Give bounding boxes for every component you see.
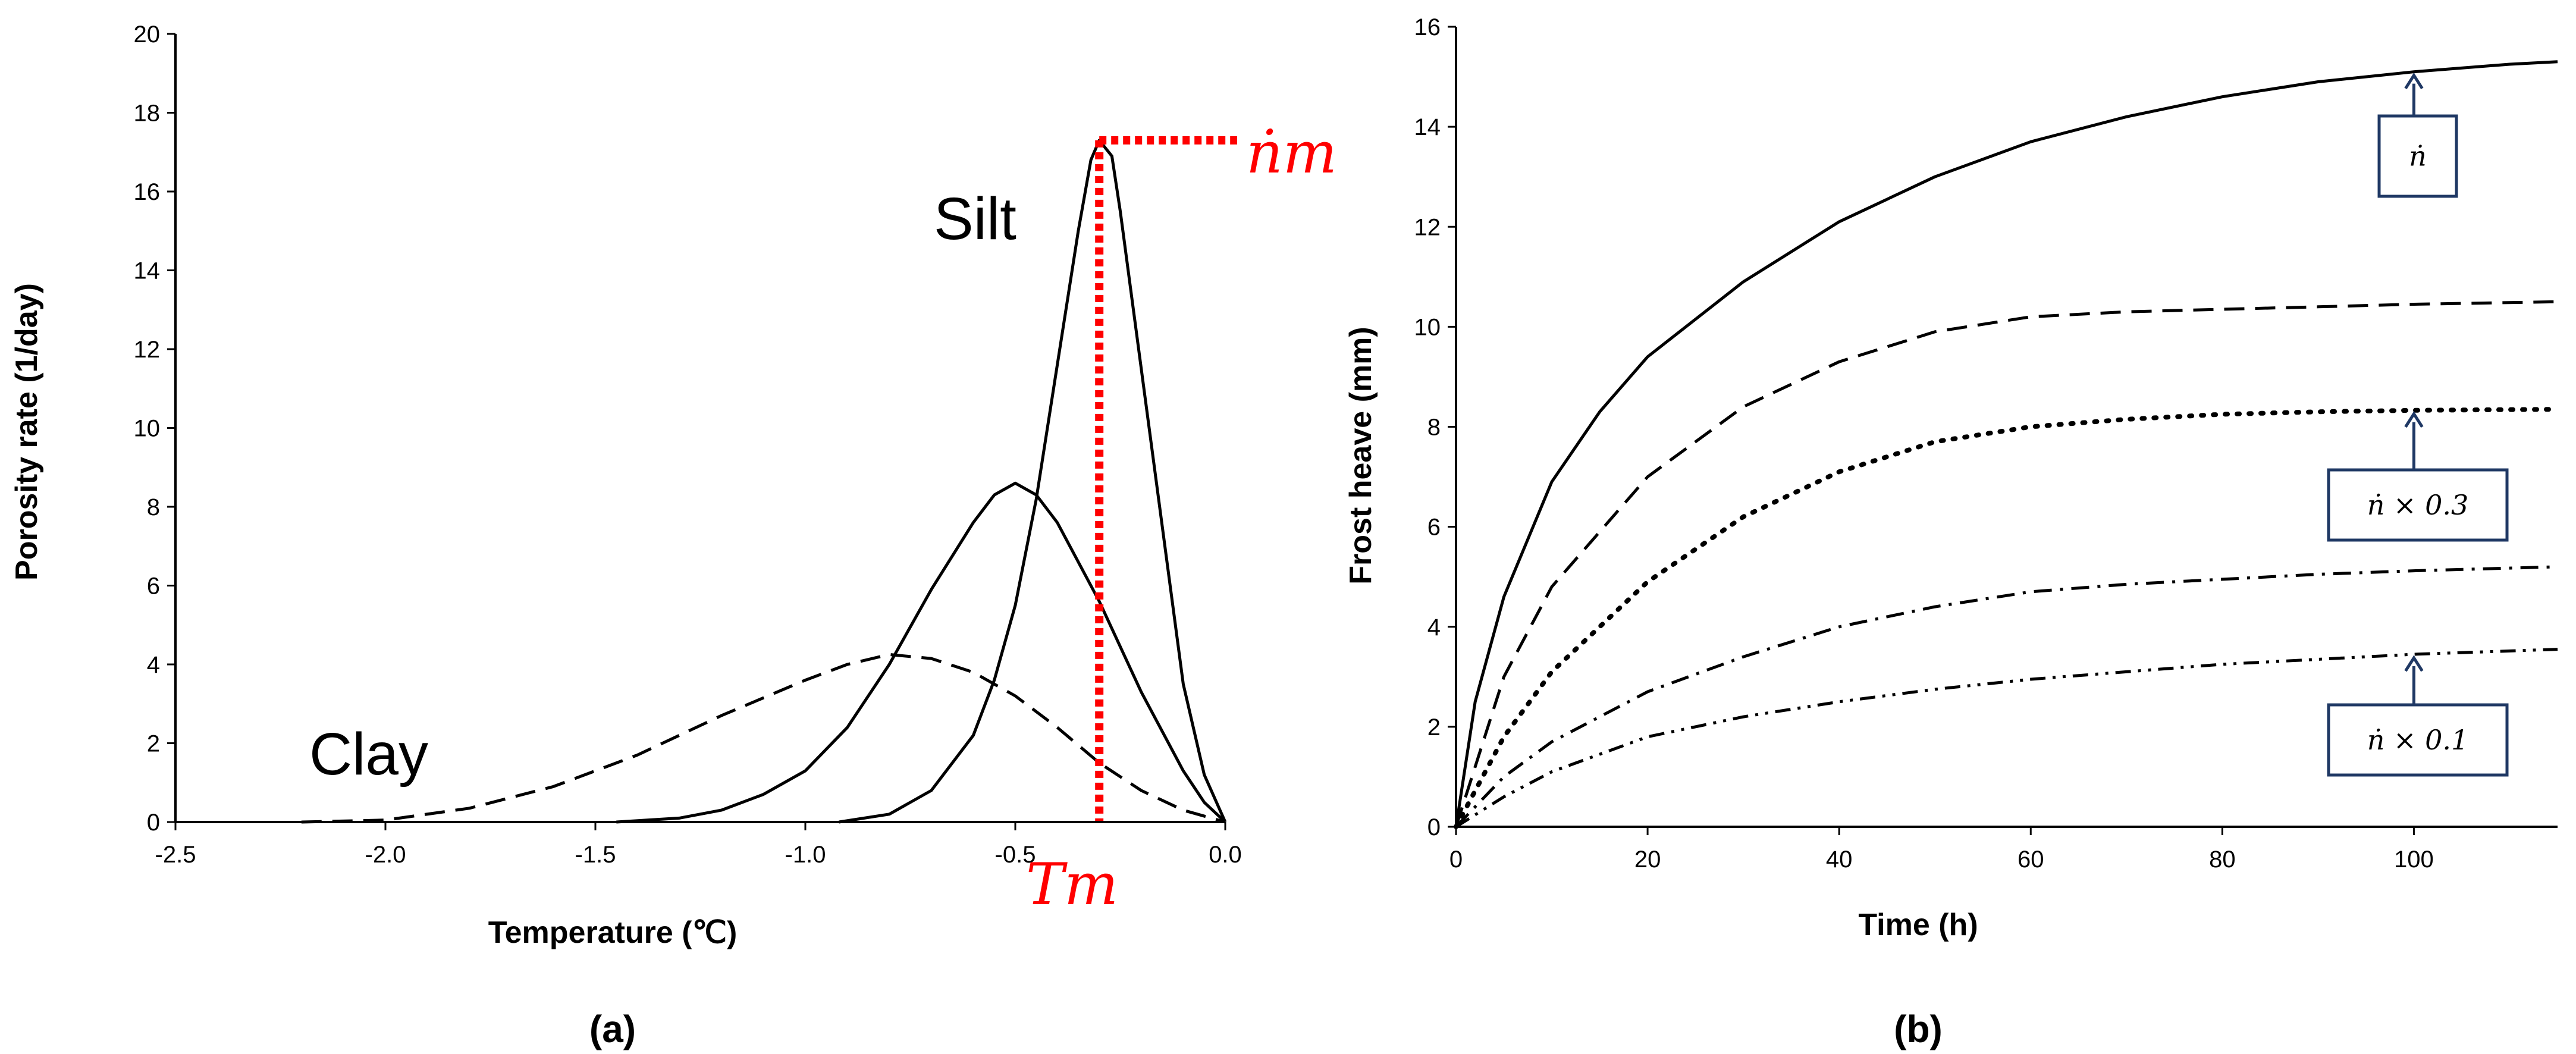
- tm-marker: [1095, 136, 1237, 822]
- x-tick-label: 80: [2209, 846, 2236, 873]
- y-tick-label: 4: [1427, 614, 1441, 641]
- panel-a-x-ticks: -2.5 -2.0 -1.5 -1.0 -0.5 0.0: [155, 822, 1242, 868]
- arrow-head: [2404, 411, 2424, 428]
- panel-b-y-ticks: 0 2 4 6 8 10 12 14 16: [1414, 14, 1456, 840]
- panel-a-y-label: Porosity rate (1/day): [10, 283, 44, 581]
- y-tick-label: 10: [134, 416, 161, 442]
- x-tick-label: 0.0: [1209, 842, 1242, 868]
- x-tick-label: -0.5: [995, 842, 1036, 868]
- panel-b-curves: [1454, 60, 2560, 829]
- series-line-solid: [1454, 60, 2558, 827]
- arrow-head: [2404, 655, 2424, 672]
- y-tick-label: 2: [147, 731, 160, 757]
- clay-label: Clay: [309, 721, 428, 788]
- panel-b: 0 20 40 60 80 100 0 2 4 6 8 10 12 14 16 ṅ ṅ × 0.3 ṅ × 0…: [1344, 14, 2560, 1050]
- series-line-solid: [839, 139, 1227, 824]
- y-tick-label: 0: [1427, 814, 1441, 840]
- panel-a: -2.5 -2.0 -1.5 -1.0 -0.5 0.0 0 2 4 6 8 10 12 14 16 18 2…: [10, 21, 1337, 1050]
- x-tick-label: 40: [1826, 846, 1853, 873]
- panel-b-y-label: Frost heave (mm): [1344, 327, 1378, 584]
- x-tick-label: 20: [1634, 846, 1661, 873]
- series-line-dotted: [1454, 407, 2560, 829]
- series-line-dashdot: [1455, 565, 2558, 828]
- panel-a-curves: [301, 139, 1227, 824]
- series-line-dashdotdot: [1455, 648, 2558, 829]
- y-tick-label: 6: [147, 573, 160, 600]
- panel-b-x-ticks: 0 20 40 60 80 100: [1449, 827, 2434, 873]
- panel-a-y-ticks: 0 2 4 6 8 10 12 14 16 18 20: [134, 21, 175, 836]
- annotation-box: [2327, 468, 2509, 542]
- x-tick-label: -2.0: [365, 842, 406, 868]
- y-tick-label: 18: [134, 101, 161, 127]
- y-tick-label: 14: [134, 258, 161, 284]
- panel-a-x-label: Temperature (℃): [488, 915, 738, 950]
- x-tick-label: 60: [2017, 846, 2044, 873]
- y-tick-label: 16: [134, 179, 161, 205]
- y-tick-label: 20: [134, 21, 161, 48]
- arrow-head: [2404, 72, 2424, 89]
- panel-b-annotations: ṅ ṅ × 0.3 ṅ × 0.1: [2327, 72, 2509, 777]
- y-tick-label: 4: [147, 652, 160, 678]
- y-tick-label: 8: [1427, 415, 1441, 441]
- y-tick-label: 12: [134, 337, 161, 363]
- annotation-label: ṅ × 0.1: [2367, 724, 2469, 756]
- x-tick-label: -1.0: [785, 842, 826, 868]
- x-tick-label: -1.5: [575, 842, 616, 868]
- series-line-dashed: [301, 653, 1226, 824]
- y-tick-label: 12: [1414, 214, 1441, 240]
- y-tick-label: 14: [1414, 114, 1441, 140]
- panel-b-caption: (b): [1894, 1008, 1943, 1050]
- y-tick-label: 8: [147, 494, 160, 520]
- panel-b-x-label: Time (h): [1858, 908, 1978, 942]
- x-tick-label: 100: [2394, 846, 2434, 873]
- n-dot-m-label: ṅm: [1246, 120, 1337, 186]
- x-tick-label: 0: [1449, 846, 1463, 873]
- annotation-box: [2327, 703, 2509, 777]
- series-line-dashed: [1454, 300, 2558, 827]
- tm-label: Tm: [1026, 851, 1118, 918]
- annotation-label: ṅ: [2409, 140, 2427, 172]
- panel-a-caption: (a): [589, 1008, 636, 1050]
- x-tick-label: -2.5: [155, 842, 196, 868]
- annotation-box: [2377, 114, 2458, 198]
- y-tick-label: 2: [1427, 714, 1441, 741]
- y-tick-label: 16: [1414, 14, 1441, 40]
- y-tick-label: 6: [1427, 515, 1441, 541]
- annotation-label: ṅ × 0.3: [2367, 489, 2469, 521]
- series-line-solid: [616, 481, 1226, 824]
- y-tick-label: 0: [147, 810, 160, 836]
- y-tick-label: 10: [1414, 314, 1441, 340]
- silt-label: Silt: [934, 186, 1016, 252]
